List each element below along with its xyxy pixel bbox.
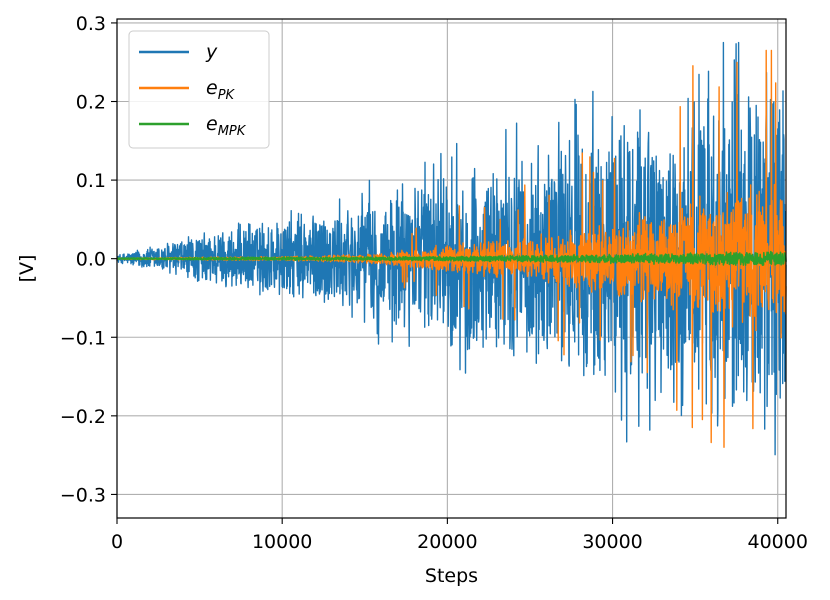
x-tick-label: 0 [111,531,123,553]
y-tick-label: 0.1 [76,170,106,192]
x-tick-label: 30000 [582,531,642,553]
series-line-y [116,41,787,456]
legend-label: eMPK [206,113,247,139]
x-tick-label: 10000 [252,531,312,553]
y-tick-label: 0.0 [76,249,106,271]
y-tick-label: −0.3 [60,484,106,506]
x-tick-label: 20000 [417,531,477,553]
legend-label: ePK [206,77,236,103]
plot-frame [116,18,787,519]
x-tick-label: 40000 [748,531,808,553]
y-tick-label: 0.3 [76,13,106,35]
legend-box [128,30,270,149]
x-axis-title: Steps [425,565,478,587]
series-line-e-mpk [116,250,787,267]
y-tick-label: −0.1 [60,327,106,349]
series-layer [116,41,787,456]
y-tick-label: 0.2 [76,92,106,114]
y-axis-title: [V] [16,255,38,283]
legend-label: y [205,41,218,63]
legend: y ePK eMPK [128,30,270,149]
y-tick-label: −0.2 [60,406,106,428]
tick-layer: 0 10000 20000 30000 40000 −0.3 −0.2 −0.1 0.0 0.1 0… [60,13,808,553]
